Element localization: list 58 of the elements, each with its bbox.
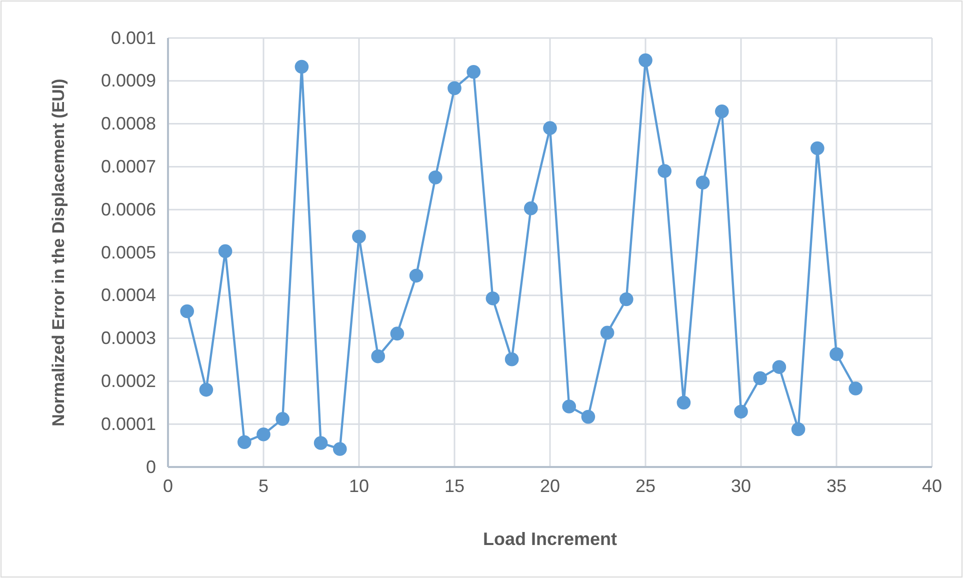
point xyxy=(314,436,328,450)
point xyxy=(619,292,634,306)
point xyxy=(562,400,576,414)
point xyxy=(524,201,538,216)
point xyxy=(734,404,748,419)
point xyxy=(676,396,691,410)
point xyxy=(256,428,270,442)
point xyxy=(753,371,768,386)
point xyxy=(658,164,672,178)
x-tick-label: 25 xyxy=(635,476,656,496)
point xyxy=(352,230,366,244)
x-tick-label: 30 xyxy=(730,476,752,496)
point xyxy=(600,326,614,340)
x-axis-title: Load Increment xyxy=(482,529,618,549)
point xyxy=(409,268,424,283)
point xyxy=(791,422,806,436)
y-tick-label: 0.0005 xyxy=(100,242,156,262)
x-tick-label: 15 xyxy=(444,476,465,496)
x-tick-label: 10 xyxy=(348,476,370,496)
y-axis-title: Normalized Error in the Displacement (EUI) xyxy=(49,78,68,426)
point xyxy=(810,141,824,156)
y-tick-label: 0 xyxy=(146,456,156,477)
y-tick-label: 0.0001 xyxy=(100,414,156,434)
point xyxy=(180,304,194,318)
point xyxy=(332,442,347,456)
y-tick-label: 0.0006 xyxy=(100,199,156,220)
point xyxy=(237,435,252,450)
point xyxy=(448,81,462,96)
point xyxy=(199,382,214,397)
point xyxy=(276,412,290,426)
y-tick-label: 0.0002 xyxy=(100,370,156,391)
point xyxy=(696,176,710,190)
point xyxy=(772,360,786,374)
y-tick-label: 0.0004 xyxy=(100,285,156,306)
point xyxy=(848,382,863,396)
x-tick-label: 5 xyxy=(258,476,269,496)
y-tick-label: 0.0007 xyxy=(100,156,156,176)
y-tick-label: 0.0009 xyxy=(100,70,156,91)
point xyxy=(218,244,232,258)
point xyxy=(543,121,557,135)
point xyxy=(714,104,729,118)
x-tick-label: 0 xyxy=(162,476,174,496)
point xyxy=(504,352,519,366)
x-tick-label: 35 xyxy=(826,476,847,496)
point xyxy=(830,347,844,362)
point xyxy=(371,349,386,364)
y-tick-label: 0.0003 xyxy=(100,328,156,348)
x-tick-label: 40 xyxy=(922,476,942,496)
point xyxy=(638,53,652,68)
point xyxy=(581,410,596,424)
y-tick-label: 0.001 xyxy=(110,28,156,48)
point xyxy=(486,292,500,306)
point xyxy=(294,60,309,74)
point xyxy=(428,170,442,184)
point xyxy=(390,326,404,340)
y-tick-label: 0.0008 xyxy=(100,114,156,134)
point xyxy=(466,64,481,79)
x-tick-label: 20 xyxy=(540,476,560,496)
